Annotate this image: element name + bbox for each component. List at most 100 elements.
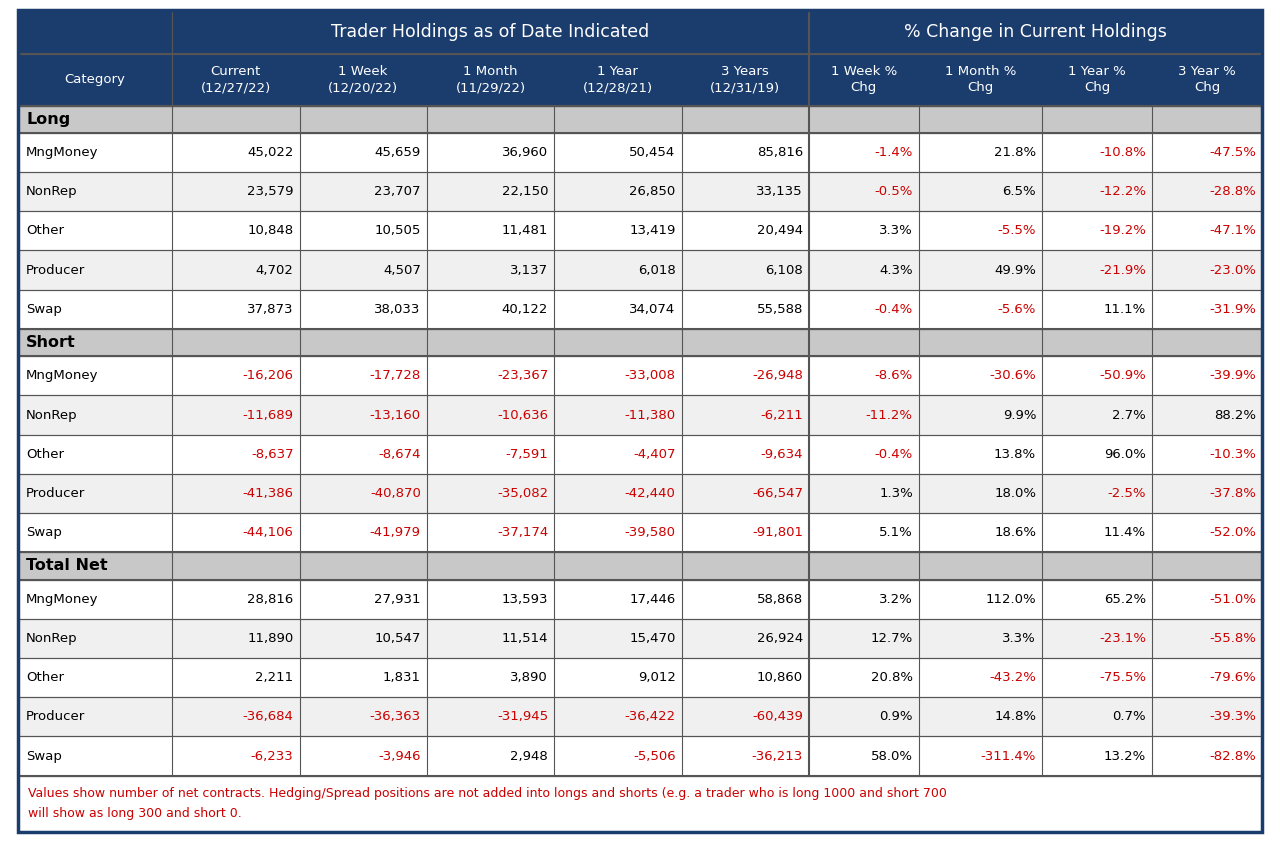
Text: -11.2%: -11.2% xyxy=(865,408,913,422)
Text: -10.8%: -10.8% xyxy=(1100,146,1146,159)
Text: 13.2%: 13.2% xyxy=(1103,749,1146,763)
Text: -5.5%: -5.5% xyxy=(997,224,1036,237)
Text: -41,979: -41,979 xyxy=(370,526,421,539)
Text: 6,108: 6,108 xyxy=(765,264,803,276)
Text: -7,591: -7,591 xyxy=(506,448,548,461)
Bar xyxy=(18,329,1262,356)
Text: Current
(12/27/22): Current (12/27/22) xyxy=(201,66,271,94)
Text: -37,174: -37,174 xyxy=(497,526,548,539)
Text: -36,363: -36,363 xyxy=(370,711,421,723)
Bar xyxy=(300,55,426,105)
Bar xyxy=(18,579,1262,619)
Bar xyxy=(18,10,172,55)
Text: 18.6%: 18.6% xyxy=(995,526,1036,539)
Text: Trader Holdings as of Date Indicated: Trader Holdings as of Date Indicated xyxy=(332,24,650,41)
Text: -35,082: -35,082 xyxy=(497,487,548,500)
Text: 58,868: 58,868 xyxy=(756,593,803,605)
Text: -311.4%: -311.4% xyxy=(980,749,1036,763)
Bar xyxy=(18,513,1262,552)
Text: -0.4%: -0.4% xyxy=(874,303,913,316)
Text: -11,689: -11,689 xyxy=(242,408,293,422)
Text: -0.4%: -0.4% xyxy=(874,448,913,461)
Text: -23,367: -23,367 xyxy=(497,370,548,382)
Text: -30.6%: -30.6% xyxy=(989,370,1036,382)
Text: 20.8%: 20.8% xyxy=(870,671,913,685)
Text: 11.4%: 11.4% xyxy=(1103,526,1146,539)
Text: -82.8%: -82.8% xyxy=(1210,749,1256,763)
Text: 1 Month
(11/29/22): 1 Month (11/29/22) xyxy=(456,66,526,94)
Text: will show as long 300 and short 0.: will show as long 300 and short 0. xyxy=(28,807,242,820)
Text: 55,588: 55,588 xyxy=(756,303,803,316)
Bar xyxy=(18,697,1262,737)
Text: -39.9%: -39.9% xyxy=(1210,370,1256,382)
Text: -12.2%: -12.2% xyxy=(1100,185,1146,198)
Text: 3,137: 3,137 xyxy=(511,264,548,276)
Text: -0.5%: -0.5% xyxy=(874,185,913,198)
Text: 11,890: 11,890 xyxy=(247,632,293,645)
Text: -8,674: -8,674 xyxy=(379,448,421,461)
Text: 9.9%: 9.9% xyxy=(1002,408,1036,422)
Bar xyxy=(18,211,1262,250)
Text: 28,816: 28,816 xyxy=(247,593,293,605)
Text: 3 Years
(12/31/19): 3 Years (12/31/19) xyxy=(710,66,781,94)
Text: 10,547: 10,547 xyxy=(375,632,421,645)
Bar xyxy=(426,55,554,105)
Text: -4,407: -4,407 xyxy=(634,448,676,461)
Text: 40,122: 40,122 xyxy=(502,303,548,316)
Bar xyxy=(18,356,1262,396)
Text: -23.1%: -23.1% xyxy=(1100,632,1146,645)
Bar xyxy=(18,172,1262,211)
Bar xyxy=(1152,55,1262,105)
Text: 0.9%: 0.9% xyxy=(879,711,913,723)
Bar xyxy=(172,55,300,105)
Text: -10.3%: -10.3% xyxy=(1210,448,1256,461)
Text: 23,707: 23,707 xyxy=(374,185,421,198)
Text: 3.3%: 3.3% xyxy=(879,224,913,237)
Text: 10,505: 10,505 xyxy=(375,224,421,237)
Text: Category: Category xyxy=(65,73,125,87)
Text: -31,945: -31,945 xyxy=(497,711,548,723)
Text: 0.7%: 0.7% xyxy=(1112,711,1146,723)
Text: Producer: Producer xyxy=(26,487,86,500)
Text: -10,636: -10,636 xyxy=(497,408,548,422)
Text: 22,150: 22,150 xyxy=(502,185,548,198)
Text: 27,931: 27,931 xyxy=(374,593,421,605)
Text: -8,637: -8,637 xyxy=(251,448,293,461)
Text: -91,801: -91,801 xyxy=(751,526,803,539)
Text: -17,728: -17,728 xyxy=(370,370,421,382)
Text: -52.0%: -52.0% xyxy=(1210,526,1256,539)
Text: 26,850: 26,850 xyxy=(630,185,676,198)
Text: 37,873: 37,873 xyxy=(247,303,293,316)
Bar xyxy=(919,55,1042,105)
Text: -2.5%: -2.5% xyxy=(1107,487,1146,500)
Text: -37.8%: -37.8% xyxy=(1210,487,1256,500)
Text: 12.7%: 12.7% xyxy=(870,632,913,645)
Text: -44,106: -44,106 xyxy=(243,526,293,539)
Text: -19.2%: -19.2% xyxy=(1100,224,1146,237)
Text: 3 Year %
Chg: 3 Year % Chg xyxy=(1178,66,1236,94)
Text: MngMoney: MngMoney xyxy=(26,146,99,159)
Text: -1.4%: -1.4% xyxy=(874,146,913,159)
Text: Swap: Swap xyxy=(26,526,61,539)
Text: 10,848: 10,848 xyxy=(247,224,293,237)
Text: -39.3%: -39.3% xyxy=(1210,711,1256,723)
Text: -40,870: -40,870 xyxy=(370,487,421,500)
Text: 1 Year %
Chg: 1 Year % Chg xyxy=(1069,66,1126,94)
Text: 21.8%: 21.8% xyxy=(995,146,1036,159)
Text: MngMoney: MngMoney xyxy=(26,370,99,382)
Text: Swap: Swap xyxy=(26,303,61,316)
Text: -6,211: -6,211 xyxy=(760,408,803,422)
Text: 1 Month %
Chg: 1 Month % Chg xyxy=(945,66,1016,94)
Text: -47.1%: -47.1% xyxy=(1210,224,1256,237)
Bar xyxy=(18,250,1262,290)
Text: 1.3%: 1.3% xyxy=(879,487,913,500)
Text: 6,018: 6,018 xyxy=(637,264,676,276)
Text: Short: Short xyxy=(26,335,76,350)
Text: -8.6%: -8.6% xyxy=(874,370,913,382)
Bar xyxy=(18,619,1262,658)
Text: 3.3%: 3.3% xyxy=(1002,632,1036,645)
Text: Total Net: Total Net xyxy=(26,558,108,573)
Text: Values show number of net contracts. Hedging/Spread positions are not added into: Values show number of net contracts. Hed… xyxy=(28,787,947,800)
Text: % Change in Current Holdings: % Change in Current Holdings xyxy=(904,24,1167,41)
Text: -43.2%: -43.2% xyxy=(989,671,1036,685)
